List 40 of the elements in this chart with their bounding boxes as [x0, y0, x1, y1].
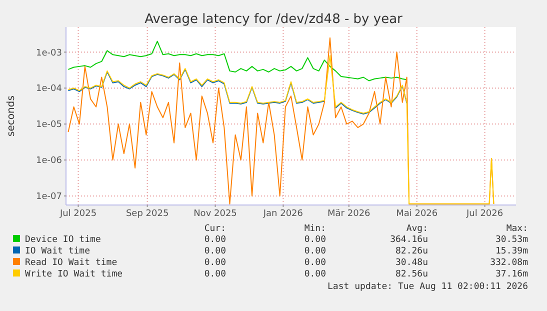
y-tick-label: 1e-07 — [36, 192, 62, 202]
text: 332.08m — [490, 258, 528, 268]
text: Cur: — [204, 224, 226, 234]
legend-label: Write IO Wait time — [25, 270, 123, 280]
text: Max: — [506, 224, 528, 234]
x-tick-label: Jul 2025 — [58, 209, 97, 219]
x-tick-label: Mär 2026 — [328, 209, 371, 219]
y-tick-label: 1e-05 — [36, 120, 62, 130]
text: Min: — [304, 224, 326, 234]
chart-title: Average latency for /dev/zd48 - by year — [144, 12, 404, 27]
x-tick-label: Nov 2025 — [194, 209, 237, 219]
legend-label: Device IO time — [25, 235, 101, 245]
text: 0.00 — [304, 235, 326, 245]
y-tick-label: 1e-03 — [36, 48, 62, 58]
line-series — [68, 40, 408, 82]
text: 0.00 — [304, 246, 326, 256]
y-tick-label: 1e-06 — [36, 156, 62, 166]
text: 364.16u — [390, 235, 428, 245]
x-tick-label: Mai 2026 — [396, 209, 438, 219]
x-tick-label: Sep 2025 — [126, 209, 169, 219]
text: 37.16m — [495, 270, 528, 280]
x-tick-label: Jan 2026 — [262, 209, 304, 219]
text: 15.39m — [495, 246, 528, 256]
text: 82.26u — [395, 246, 428, 256]
y-tick-label: 1e-04 — [36, 84, 62, 94]
text: 0.00 — [204, 270, 226, 280]
text: 0.00 — [204, 235, 226, 245]
text: 30.48u — [395, 258, 428, 268]
text: 0.00 — [204, 258, 226, 268]
y-axis-title: seconds — [6, 96, 17, 136]
text: Last update: Tue Aug 11 02:00:11 2026 — [328, 282, 528, 292]
legend-label: Read IO Wait time — [25, 258, 118, 268]
text: 30.53m — [495, 235, 528, 245]
text: 82.56u — [395, 270, 428, 280]
x-tick-label: Jul 2026 — [466, 209, 504, 219]
text: Avg: — [406, 224, 428, 234]
text: 0.00 — [304, 270, 326, 280]
text: 0.00 — [204, 246, 226, 256]
text: 0.00 — [304, 258, 326, 268]
legend-label: IO Wait time — [25, 246, 90, 256]
